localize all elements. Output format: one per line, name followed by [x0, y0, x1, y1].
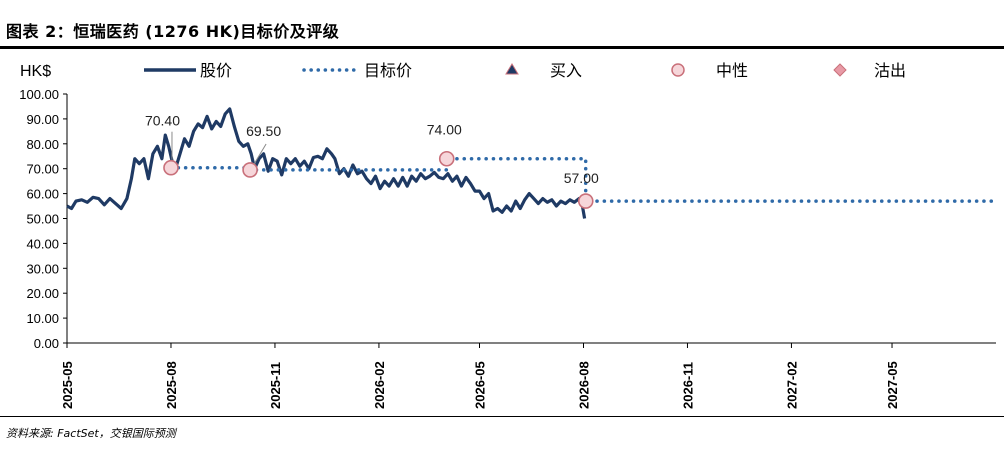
- rating-neutral-marker: [242, 162, 258, 178]
- share-price-line: [66, 107, 587, 219]
- legend-label-sell: 沽出: [874, 61, 906, 80]
- rating-neutral-marker: [163, 159, 179, 176]
- y-tick-label: 90.00: [26, 112, 59, 127]
- x-tick-label: 2025-11: [268, 362, 283, 409]
- rating-neutral-marker: [577, 193, 594, 209]
- y-unit-label: HK$: [20, 63, 51, 80]
- legend-label-neutral: 中性: [716, 61, 748, 80]
- y-tick-label: 70.00: [26, 162, 59, 177]
- target-price-label: 57.00: [564, 170, 599, 186]
- y-tick-label: 100.00: [19, 87, 59, 102]
- x-tick-label: 2027-05: [885, 361, 900, 409]
- x-tick-label: 2027-02: [784, 361, 799, 409]
- y-tick-label: 0.00: [34, 336, 59, 351]
- legend-label-target: 目标价: [364, 61, 412, 80]
- title-divider: [0, 46, 1004, 49]
- rating-neutral-marker: [438, 150, 455, 167]
- x-tick-label: 2026-02: [372, 361, 387, 409]
- footer-divider: [0, 416, 1004, 417]
- chart-legend: HK$ 股价 目标价 买入 中性 沽出: [20, 61, 906, 80]
- target-price-label: 69.50: [246, 123, 281, 139]
- target-price-label: 70.40: [145, 113, 180, 129]
- sell-diamond-icon: [833, 63, 847, 77]
- legend-label-buy: 买入: [550, 61, 582, 80]
- y-tick-label: 10.00: [26, 311, 59, 326]
- source-note: 资料来源: FactSet，交银国际预测: [6, 427, 176, 440]
- y-tick-label: 20.00: [26, 286, 59, 301]
- y-tick-label: 60.00: [26, 187, 59, 202]
- y-tick-label: 40.00: [26, 236, 59, 251]
- x-tick-label: 2025-05: [60, 361, 75, 409]
- target-price-label: 74.00: [427, 122, 462, 138]
- buy-triangle-icon: [505, 63, 519, 75]
- plot-area: 70.40 69.50 74.00 57.00: [66, 107, 998, 219]
- x-tick-label: 2026-08: [576, 361, 591, 409]
- y-tick-label: 50.00: [26, 212, 59, 227]
- x-tick-label: 2026-11: [680, 362, 695, 409]
- chart-title: 图表 2：恒瑞医药 (1276 HK)目标价及评级: [6, 22, 340, 41]
- label-pointer-line: [253, 143, 267, 165]
- x-tick-label: 2026-05: [473, 361, 488, 409]
- neutral-circle-icon: [671, 63, 685, 77]
- chart-axes: 0.00 10.00 20.00 30.00 40.00 50.00 60.00 70.00 8…: [19, 87, 996, 409]
- legend-label-price: 股价: [200, 61, 232, 80]
- x-tick-label: 2025-08: [164, 361, 179, 409]
- y-tick-label: 80.00: [26, 137, 59, 152]
- y-tick-label: 30.00: [26, 261, 59, 276]
